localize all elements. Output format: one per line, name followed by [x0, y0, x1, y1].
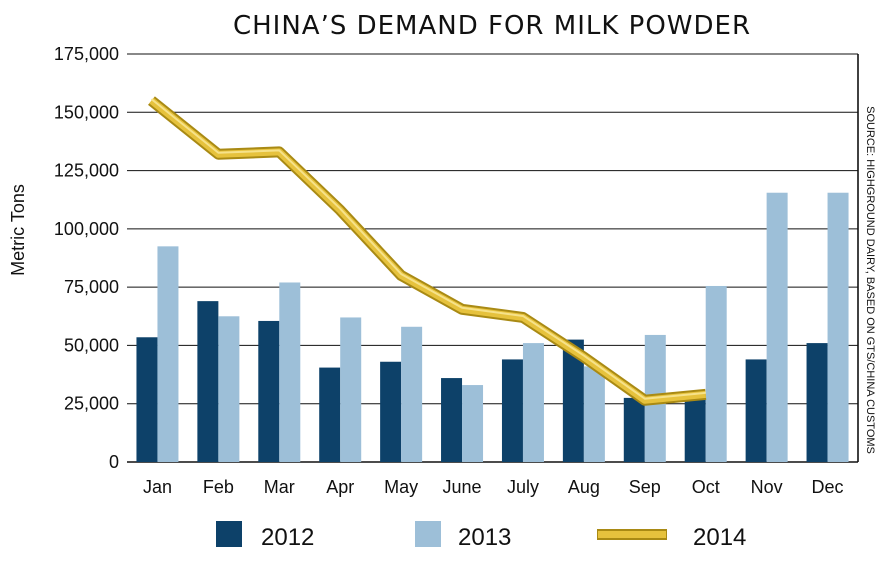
bar-2012-oct	[684, 397, 706, 462]
bar-2012-jan	[136, 337, 158, 462]
y-tick-label: 75,000	[64, 277, 119, 297]
line-2014-fill	[149, 97, 707, 404]
bar-2012-feb	[197, 301, 219, 462]
y-axis-label: Metric Tons	[8, 184, 28, 276]
bar-2012-sep	[623, 397, 645, 462]
y-tick-label: 50,000	[64, 335, 119, 355]
y-tick-label: 25,000	[64, 394, 119, 414]
legend-label-2013: 2013	[458, 524, 511, 551]
bar-2013-july	[522, 343, 544, 462]
gridlines	[127, 53, 859, 463]
line-2014	[148, 96, 707, 406]
bar-2012-dec	[806, 343, 828, 462]
legend-swatch-2012	[216, 521, 242, 547]
x-tick-label: Sep	[629, 477, 661, 497]
bar-2013-aug	[583, 366, 605, 462]
bar-2012-july	[501, 359, 523, 462]
x-tick-label: July	[507, 477, 539, 497]
bar-2013-apr	[340, 317, 362, 462]
bar-2013-may	[401, 326, 423, 462]
y-tick-label: 150,000	[54, 102, 119, 122]
x-tick-label: Nov	[751, 477, 783, 497]
x-tick-label: Apr	[326, 477, 354, 497]
x-tick-label: Oct	[692, 477, 720, 497]
x-axis-ticks: Jan Feb Mar Apr May June July Aug Sep Oct Nov Dec	[143, 477, 844, 497]
y-tick-label: 175,000	[54, 44, 119, 64]
bar-2013-mar	[279, 282, 301, 462]
bar-2012-june	[441, 378, 463, 462]
bar-2013-oct	[705, 285, 727, 462]
y-axis-ticks: 0 25,000 50,000 75,000 100,000 125,000 150,000…	[54, 44, 119, 472]
bar-2012-may	[380, 361, 402, 462]
bar-2013-june	[462, 385, 484, 462]
x-tick-label: Dec	[812, 477, 844, 497]
chart-title: CHINA’S DEMAND FOR MILK POWDER	[233, 11, 751, 41]
bar-2012-mar	[258, 320, 280, 462]
legend: 2012 2013 2014	[216, 521, 746, 551]
line-2014-highlight	[150, 98, 706, 400]
bar-2013-nov	[766, 192, 788, 462]
x-tick-label: Aug	[568, 477, 600, 497]
legend-swatch-2014	[598, 531, 666, 538]
x-tick-label: Mar	[264, 477, 295, 497]
x-tick-label: June	[443, 477, 482, 497]
bar-2012-nov	[745, 359, 767, 462]
x-tick-label: May	[384, 477, 418, 497]
bar-2013-feb	[218, 316, 240, 462]
legend-swatch-2013	[415, 521, 441, 547]
bar-2013-dec	[827, 192, 849, 462]
legend-label-2012: 2012	[261, 524, 314, 551]
x-tick-label: Jan	[143, 477, 172, 497]
bar-2012-aug	[562, 339, 584, 462]
y-tick-label: 125,000	[54, 161, 119, 181]
source-note: SOURCE: HIGHGROUND DAIRY, BASED ON GTS/C…	[864, 106, 876, 454]
y-tick-label: 100,000	[54, 219, 119, 239]
bar-2013-jan	[157, 246, 179, 462]
y-tick-label: 0	[109, 452, 119, 472]
bars	[136, 192, 849, 462]
legend-label-2014: 2014	[693, 524, 746, 551]
x-tick-label: Feb	[203, 477, 234, 497]
bar-2012-apr	[319, 367, 341, 462]
